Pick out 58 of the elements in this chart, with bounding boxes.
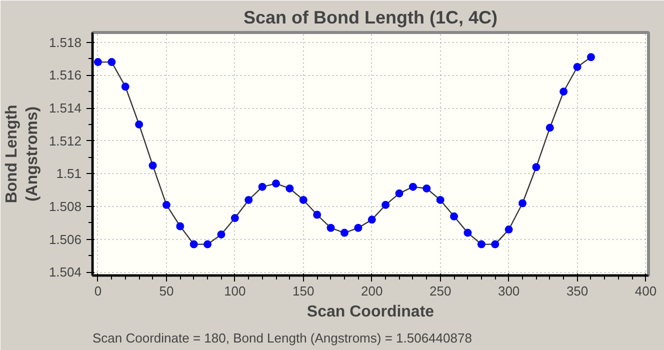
x-tick-label: 400 bbox=[634, 284, 657, 298]
point bbox=[244, 196, 253, 204]
point bbox=[230, 214, 239, 222]
point bbox=[354, 224, 362, 232]
chart-title: Scan of Bond Length (1C, 4C) bbox=[244, 8, 498, 28]
point bbox=[258, 182, 266, 191]
point bbox=[408, 182, 417, 191]
y-tick-label: 1.516 bbox=[48, 68, 82, 83]
y-tick-label: 1.51 bbox=[56, 166, 82, 182]
point bbox=[422, 184, 431, 192]
x-axis-title: Scan Coordinate bbox=[306, 304, 434, 320]
y-tick-label: 1.512 bbox=[48, 133, 82, 148]
point bbox=[204, 240, 212, 248]
y-tick-label: 1.518 bbox=[48, 34, 82, 50]
y-tick-label: 1.508 bbox=[48, 199, 82, 214]
x-tick-label: 0 bbox=[94, 284, 102, 298]
point bbox=[326, 224, 335, 232]
x-tick-label: 100 bbox=[224, 284, 246, 298]
point bbox=[340, 228, 348, 237]
point bbox=[135, 120, 144, 128]
text: Scan Coordinate = 180, Bond Length (Angstroms) = 1.506440878 bbox=[92, 330, 472, 346]
point bbox=[286, 184, 294, 192]
x-tick-label: 350 bbox=[566, 284, 588, 298]
point bbox=[450, 212, 458, 220]
point bbox=[217, 230, 226, 238]
y-tick-label: 1.506 bbox=[48, 232, 82, 247]
point bbox=[395, 189, 404, 198]
point bbox=[382, 200, 390, 209]
point bbox=[313, 210, 322, 219]
point bbox=[190, 240, 198, 248]
point bbox=[436, 196, 444, 204]
point bbox=[573, 62, 582, 71]
point bbox=[491, 240, 500, 248]
point bbox=[464, 228, 472, 237]
point bbox=[162, 200, 170, 209]
point bbox=[560, 88, 568, 96]
point bbox=[532, 163, 540, 172]
point bbox=[148, 162, 157, 170]
point bbox=[94, 58, 102, 66]
x-tick-label: 150 bbox=[292, 284, 314, 298]
point bbox=[368, 216, 376, 224]
point bbox=[176, 222, 184, 230]
point bbox=[108, 58, 116, 66]
y-axis-title: Bond Length (Angstroms) bbox=[4, 104, 41, 204]
x-tick-label: 200 bbox=[361, 284, 383, 298]
point bbox=[504, 226, 513, 234]
point bbox=[477, 240, 486, 248]
point bbox=[299, 196, 308, 204]
point bbox=[121, 82, 130, 91]
point bbox=[546, 124, 554, 132]
y-tick-label: 1.504 bbox=[48, 264, 82, 280]
y-tick-label: 1.514 bbox=[48, 100, 82, 116]
x-tick-label: 50 bbox=[159, 284, 174, 298]
x-tick-label: 300 bbox=[498, 284, 520, 298]
point bbox=[518, 199, 527, 208]
point bbox=[586, 53, 595, 62]
point bbox=[272, 180, 280, 188]
x-tick-label: 250 bbox=[429, 284, 452, 298]
